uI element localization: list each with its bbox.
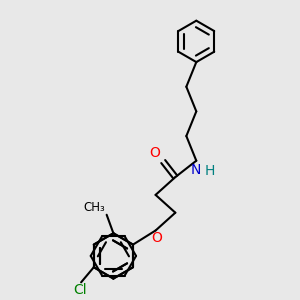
Text: H: H — [204, 164, 214, 178]
Text: O: O — [151, 232, 162, 245]
Text: Cl: Cl — [73, 283, 87, 297]
Text: N: N — [190, 163, 200, 177]
Text: O: O — [149, 146, 160, 160]
Text: CH₃: CH₃ — [83, 201, 105, 214]
